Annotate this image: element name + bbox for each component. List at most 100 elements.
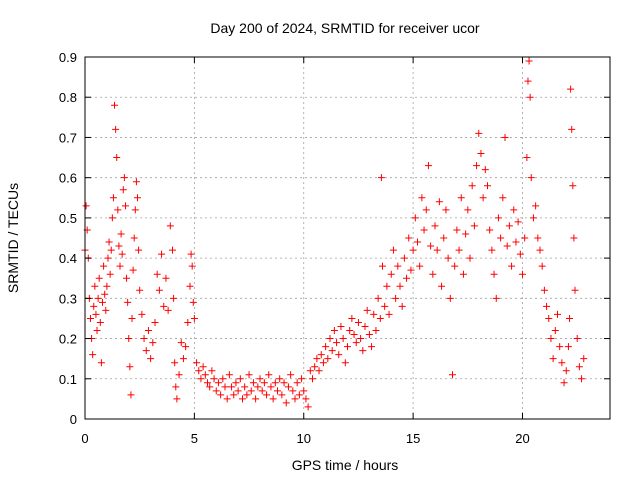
data-point <box>118 250 126 258</box>
data-point <box>104 254 112 262</box>
data-point <box>170 294 178 302</box>
data-point <box>578 375 586 383</box>
data-point <box>540 286 548 294</box>
data-point <box>525 57 533 65</box>
data-point <box>260 379 268 387</box>
data-point <box>438 282 446 290</box>
data-point <box>140 335 148 343</box>
data-point <box>116 262 124 270</box>
y-tick-label: 0.4 <box>59 251 77 266</box>
data-point <box>571 286 579 294</box>
data-point <box>201 371 209 379</box>
data-point <box>554 310 561 318</box>
data-point <box>560 379 568 387</box>
data-point <box>315 367 323 375</box>
data-point <box>383 282 391 290</box>
data-point <box>106 270 114 278</box>
data-point <box>492 294 500 302</box>
data-point <box>422 206 430 214</box>
x-tick-label: 15 <box>406 431 420 446</box>
data-point <box>287 371 295 379</box>
data-point <box>501 133 509 141</box>
data-point <box>510 206 518 214</box>
data-point <box>223 395 231 403</box>
data-point <box>350 331 358 339</box>
data-point <box>551 327 559 335</box>
data-point <box>564 343 572 351</box>
x-tick-label: 20 <box>515 431 529 446</box>
data-point <box>117 230 125 238</box>
data-point <box>475 129 483 137</box>
data-point <box>158 250 166 258</box>
data-point <box>322 343 330 351</box>
data-point <box>93 327 101 335</box>
y-tick-label: 0 <box>70 412 77 427</box>
data-point <box>333 339 341 347</box>
data-point <box>128 314 136 322</box>
data-point <box>508 262 516 270</box>
data-point <box>359 347 367 355</box>
data-point <box>427 242 435 250</box>
data-point <box>173 395 181 403</box>
data-point <box>230 391 238 399</box>
data-point <box>523 154 531 162</box>
data-point <box>121 202 129 210</box>
y-axis-label: SRMTID / TECUs <box>5 183 21 293</box>
data-point <box>131 206 139 214</box>
data-point <box>127 391 135 399</box>
x-tick-label: 10 <box>297 431 311 446</box>
data-point <box>527 174 535 182</box>
data-point <box>514 218 522 226</box>
data-point <box>374 294 382 302</box>
data-point <box>160 302 168 310</box>
data-point <box>573 335 581 343</box>
data-point <box>263 391 271 399</box>
data-point <box>291 395 299 403</box>
data-point <box>339 335 347 343</box>
data-point <box>304 403 312 411</box>
x-axis-label: GPS time / hours <box>292 457 399 473</box>
data-point <box>182 343 190 351</box>
data-point <box>512 238 520 246</box>
data-point <box>221 383 229 391</box>
data-point <box>494 214 502 222</box>
data-point <box>134 194 141 202</box>
data-point <box>361 322 369 330</box>
data-point <box>256 375 264 383</box>
data-point <box>376 314 384 322</box>
data-point <box>330 327 338 335</box>
data-point <box>453 226 461 234</box>
data-point <box>197 375 205 383</box>
data-point <box>278 391 286 399</box>
grid-lines <box>85 57 610 419</box>
data-point <box>377 174 385 182</box>
data-point <box>95 274 103 282</box>
data-point <box>324 355 332 363</box>
data-point <box>470 222 478 230</box>
data-point <box>348 314 356 322</box>
data-point <box>217 391 225 399</box>
data-point <box>199 363 207 371</box>
data-point <box>532 202 540 210</box>
data-point <box>306 367 314 375</box>
data-point <box>394 262 402 270</box>
data-point <box>169 246 176 254</box>
y-tick-label: 0.3 <box>59 291 77 306</box>
data-point <box>396 282 404 290</box>
data-point <box>313 355 321 363</box>
data-point <box>486 226 494 234</box>
data-point <box>114 206 122 214</box>
data-point <box>337 322 345 330</box>
data-point <box>521 234 529 242</box>
data-point <box>556 343 564 351</box>
data-point <box>440 234 448 242</box>
x-tick-label: 0 <box>81 431 88 446</box>
data-point <box>214 379 222 387</box>
chart-title: Day 200 of 2024, SRMTID for receiver uco… <box>210 20 480 36</box>
data-point <box>138 310 146 318</box>
data-point <box>326 335 334 343</box>
data-point <box>344 343 351 351</box>
data-point <box>387 270 395 278</box>
data-point <box>293 379 301 387</box>
data-point <box>524 77 532 85</box>
